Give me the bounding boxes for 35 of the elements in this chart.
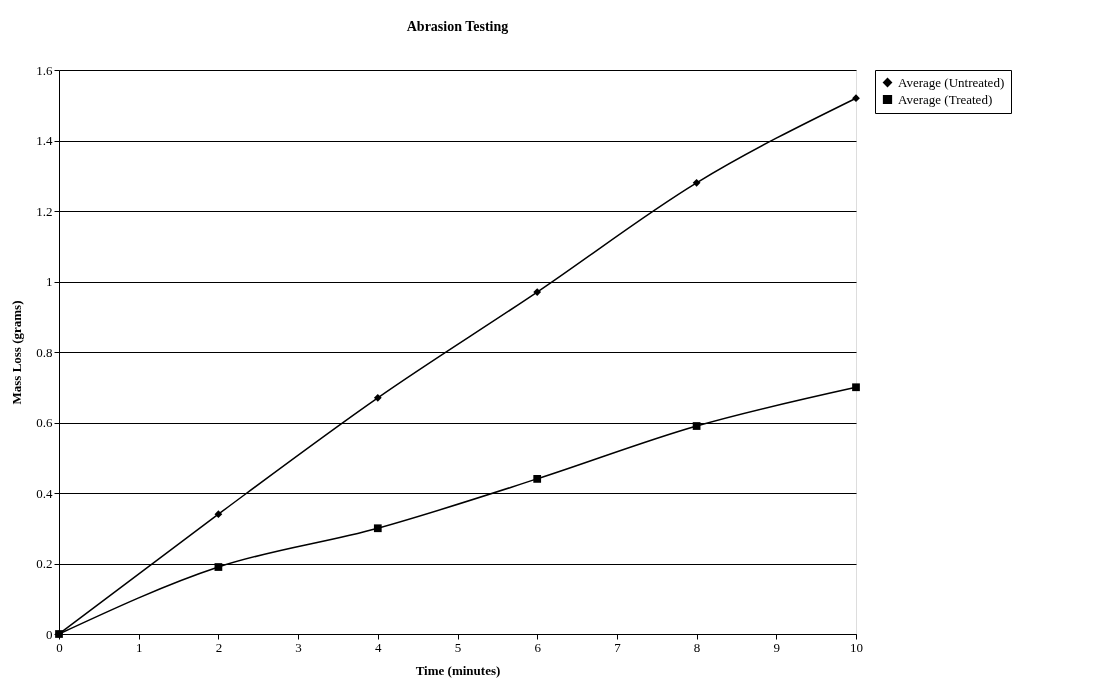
y-tick-label: 1.2 <box>36 203 53 219</box>
y-tick-label: 0.4 <box>36 485 53 501</box>
point <box>852 94 860 103</box>
y-axis-title: Mass Loss (grams) <box>9 300 25 405</box>
y-tick-label: 0.2 <box>36 556 53 571</box>
point <box>692 178 701 187</box>
point <box>852 383 860 392</box>
x-tick-label: 10 <box>850 639 863 655</box>
point <box>214 510 223 519</box>
x-tick-label: 5 <box>454 639 462 655</box>
point <box>214 563 223 571</box>
x-tick-label: 6 <box>534 639 542 655</box>
y-tick-label: 0.8 <box>36 344 53 360</box>
point <box>533 288 542 296</box>
x-tick-label: 4 <box>375 639 383 655</box>
x-tick-label: 0 <box>56 639 63 655</box>
x-tick-label: 7 <box>614 639 622 655</box>
x-tick-label: 3 <box>295 639 302 655</box>
x-tick-label: 1 <box>135 639 143 655</box>
y-tick-label: 0 <box>46 626 53 642</box>
x-tick-label: 2 <box>215 639 223 655</box>
y-tick-label: 0.6 <box>36 415 53 430</box>
point <box>692 422 701 430</box>
x-axis-title: Time (minutes) <box>415 662 501 678</box>
x-tick-label: 9 <box>773 639 781 655</box>
point <box>373 393 382 402</box>
chart-title: Abrasion Testing <box>406 19 509 34</box>
point <box>373 524 382 533</box>
legend-label: Average (Treated) <box>898 91 993 107</box>
legend-label: Average (Untreated) <box>898 74 1005 90</box>
y-tick-label: 1.4 <box>36 133 53 148</box>
y-tick-label: 1.6 <box>36 62 53 78</box>
x-tick-label: 8 <box>693 639 701 655</box>
y-tick-label: 1 <box>46 274 53 289</box>
point <box>533 475 542 483</box>
